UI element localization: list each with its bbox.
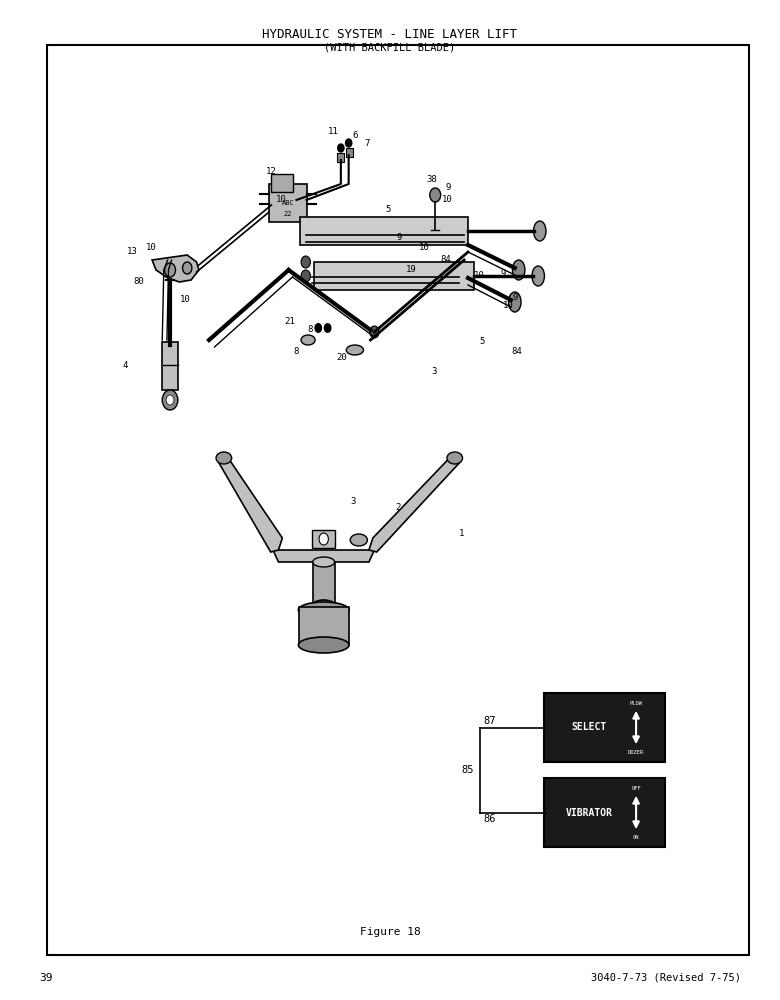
Bar <box>314 262 474 290</box>
Bar <box>299 607 349 645</box>
Bar <box>300 217 468 245</box>
Text: 10: 10 <box>275 196 286 205</box>
Circle shape <box>301 270 310 282</box>
Circle shape <box>338 144 344 152</box>
Text: 10: 10 <box>146 243 157 252</box>
Ellipse shape <box>313 557 335 567</box>
Circle shape <box>319 533 328 545</box>
Text: 3: 3 <box>351 497 356 506</box>
Text: 1: 1 <box>459 530 464 538</box>
Circle shape <box>370 326 379 338</box>
Text: 13: 13 <box>127 247 138 256</box>
Ellipse shape <box>512 260 525 280</box>
Text: PLOW: PLOW <box>629 701 643 706</box>
Bar <box>162 342 178 390</box>
Text: 21: 21 <box>285 318 296 326</box>
Text: OFF: OFF <box>631 786 641 791</box>
Text: 10: 10 <box>502 302 513 310</box>
FancyBboxPatch shape <box>544 693 665 762</box>
Circle shape <box>165 263 176 277</box>
Text: 5: 5 <box>386 206 391 215</box>
Text: 19: 19 <box>406 265 417 274</box>
Ellipse shape <box>313 600 335 610</box>
Bar <box>346 148 353 157</box>
Text: 8: 8 <box>308 326 313 334</box>
Ellipse shape <box>216 452 232 464</box>
Circle shape <box>346 139 352 147</box>
Text: 20: 20 <box>336 354 347 362</box>
Circle shape <box>430 188 441 202</box>
Text: 38: 38 <box>426 176 437 184</box>
Circle shape <box>314 323 322 333</box>
Text: 3: 3 <box>431 367 436 376</box>
Ellipse shape <box>447 452 463 464</box>
Text: 5: 5 <box>480 338 484 347</box>
Bar <box>337 153 344 162</box>
Text: 39: 39 <box>39 973 52 983</box>
Ellipse shape <box>532 266 544 286</box>
Circle shape <box>301 256 310 268</box>
Ellipse shape <box>350 534 367 546</box>
Text: ON: ON <box>633 835 640 840</box>
Text: 10: 10 <box>419 243 430 252</box>
Text: HYDRAULIC SYSTEM - LINE LAYER LIFT: HYDRAULIC SYSTEM - LINE LAYER LIFT <box>263 28 517 41</box>
Polygon shape <box>152 255 199 282</box>
Text: 2: 2 <box>395 504 400 512</box>
Ellipse shape <box>301 335 315 345</box>
Text: 86: 86 <box>484 814 496 824</box>
FancyBboxPatch shape <box>544 778 665 847</box>
Text: (WITH BACKFILL BLADE): (WITH BACKFILL BLADE) <box>324 43 456 53</box>
Text: 3040-7-73 (Revised 7-75): 3040-7-73 (Revised 7-75) <box>591 973 741 983</box>
Circle shape <box>183 262 192 274</box>
Text: 80: 80 <box>133 277 144 286</box>
Bar <box>269 184 307 222</box>
Text: 10: 10 <box>442 196 453 205</box>
Text: 9: 9 <box>512 294 517 302</box>
Polygon shape <box>218 455 282 552</box>
Bar <box>47 45 749 955</box>
Text: 9: 9 <box>446 184 451 192</box>
Bar <box>271 174 293 192</box>
Text: 8: 8 <box>294 348 299 357</box>
Text: SELECT: SELECT <box>572 722 607 732</box>
Text: VIBRATOR: VIBRATOR <box>566 808 613 818</box>
Text: 22: 22 <box>284 211 292 217</box>
Text: 7: 7 <box>364 139 369 148</box>
Text: 11: 11 <box>328 127 339 136</box>
Text: 87: 87 <box>484 716 496 726</box>
Ellipse shape <box>298 602 349 618</box>
Text: 12: 12 <box>266 167 277 176</box>
Text: 84: 84 <box>440 255 451 264</box>
Text: 10: 10 <box>180 296 191 304</box>
Ellipse shape <box>509 292 521 312</box>
Text: 10: 10 <box>474 271 485 280</box>
Bar <box>313 562 335 605</box>
Text: DOZER: DOZER <box>628 750 644 755</box>
Ellipse shape <box>298 637 349 653</box>
Text: 85: 85 <box>461 765 473 775</box>
Circle shape <box>324 323 332 333</box>
Ellipse shape <box>534 221 546 241</box>
Polygon shape <box>369 455 460 552</box>
Circle shape <box>162 390 178 410</box>
Text: 4: 4 <box>122 361 127 370</box>
Text: 84: 84 <box>511 348 522 357</box>
Text: 6: 6 <box>353 131 357 140</box>
Text: 9: 9 <box>397 233 402 242</box>
Text: 9: 9 <box>501 269 505 278</box>
Text: ABC: ABC <box>282 200 294 206</box>
Circle shape <box>166 395 174 405</box>
Polygon shape <box>273 550 374 562</box>
Bar <box>312 530 335 548</box>
Text: Figure 18: Figure 18 <box>360 927 420 937</box>
Ellipse shape <box>346 345 363 355</box>
